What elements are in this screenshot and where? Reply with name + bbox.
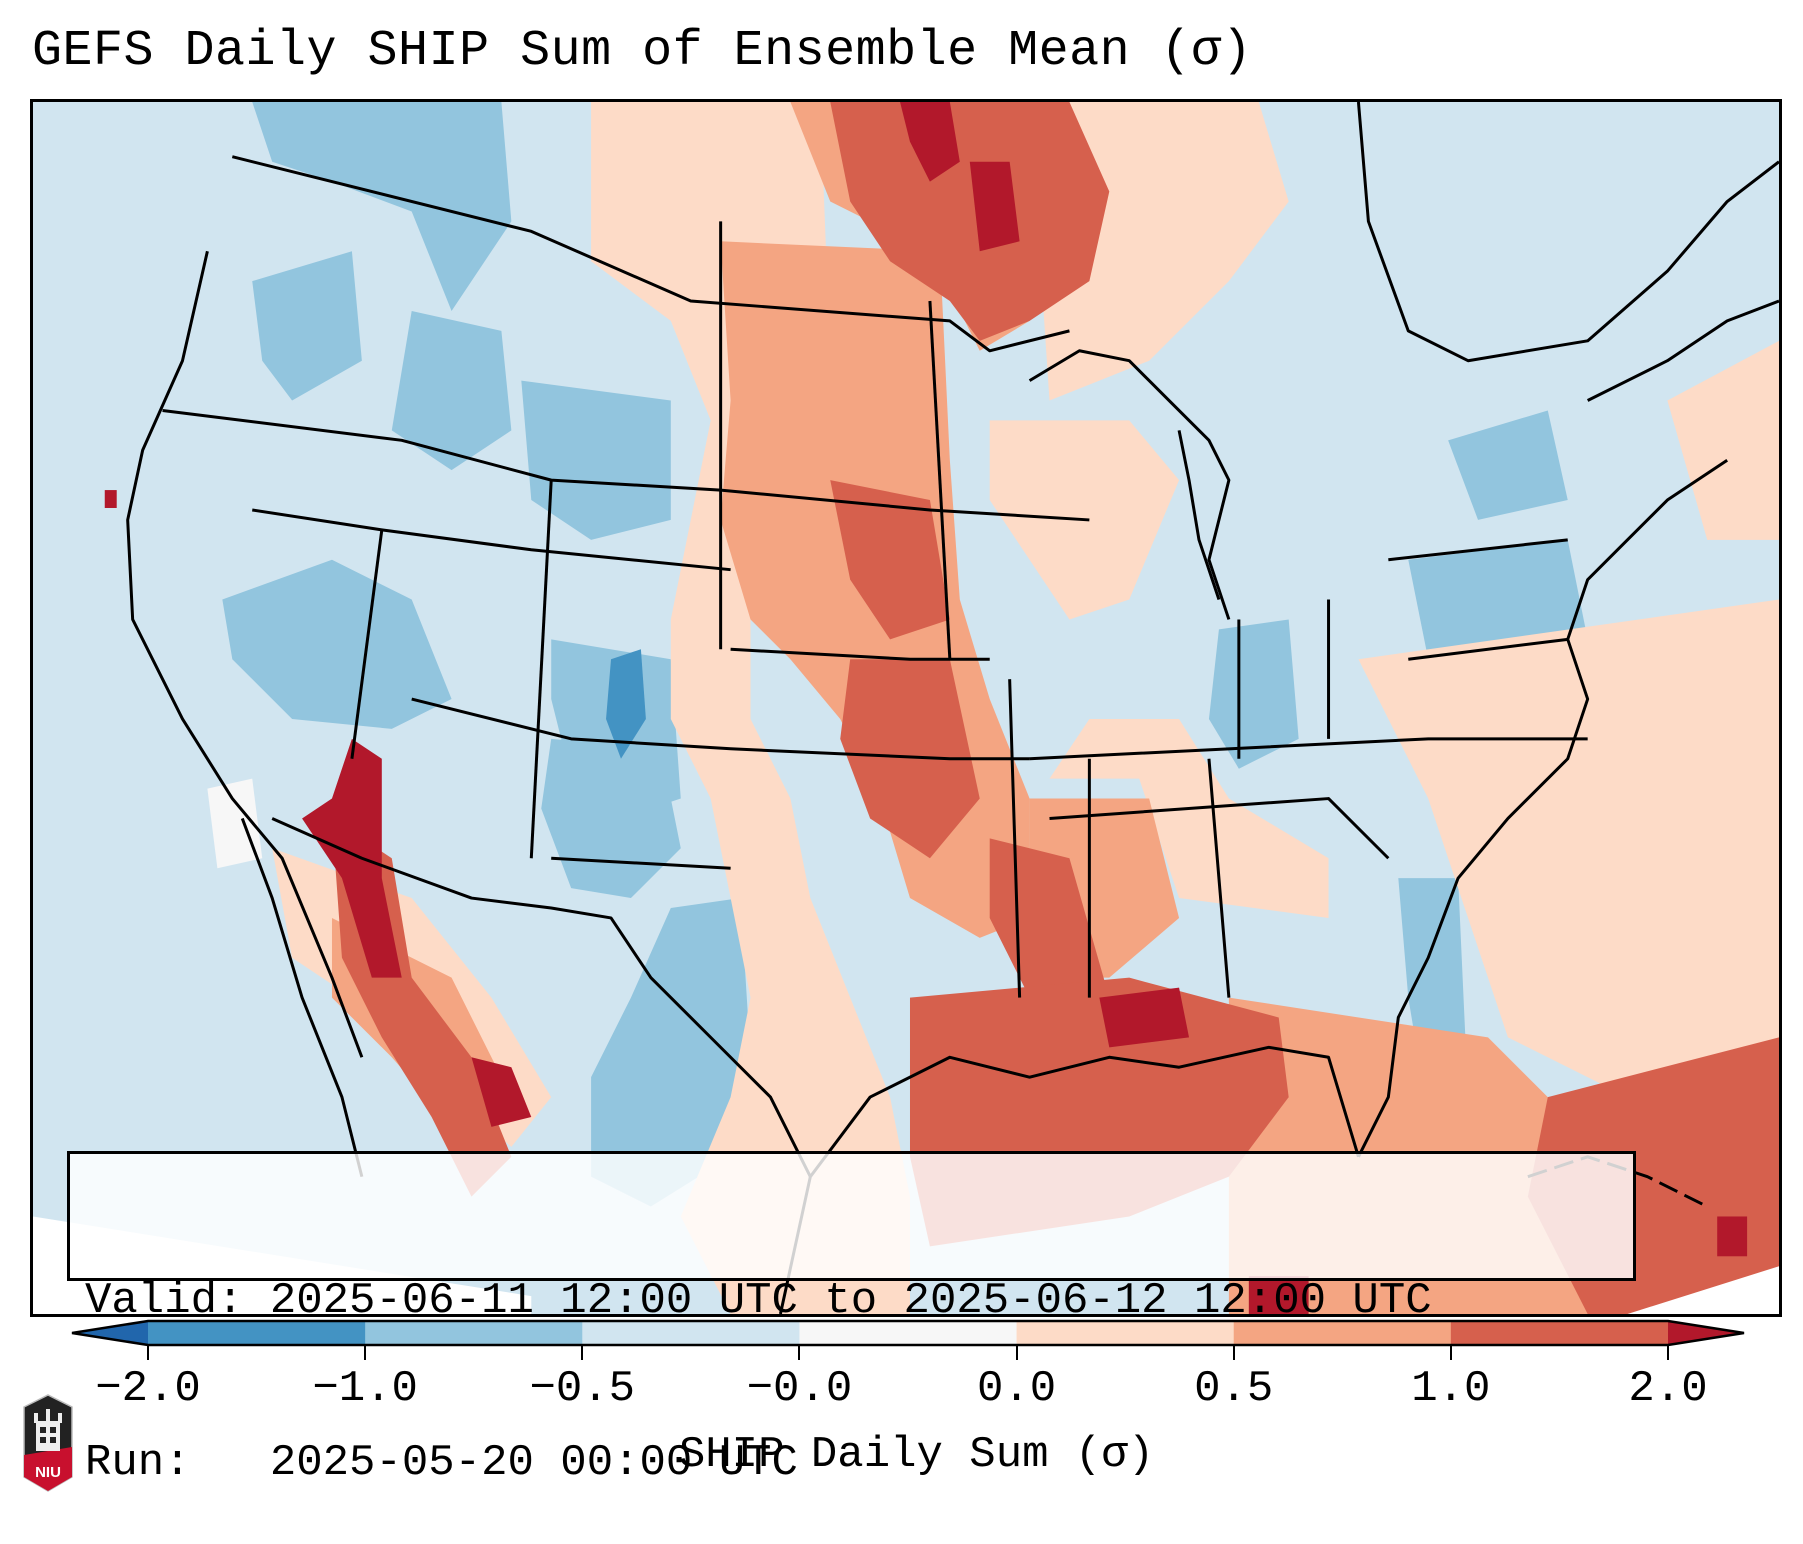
coastline-hudson-quebec [1356,102,1779,363]
colorbar-tick-label: 2.0 [1628,1364,1708,1414]
colorbar-bin [1016,1321,1235,1345]
coastline-baja [240,817,364,1178]
colorbar-tick-label: −0.0 [746,1364,853,1414]
run-label: Run: [85,1438,191,1488]
border-us-mexico [271,817,812,1178]
extreme-positive-regions [104,102,1748,1314]
colorbar-outline [71,1319,1745,1347]
colorbar-bin [799,1321,1018,1345]
validity-info-box: Valid: 2025-06-11 12:00 UTC to 2025-06-1… [67,1151,1636,1488]
colorbar-bin [1450,1321,1669,1345]
region-mn-extreme [969,161,1020,252]
region-oklahoma-strong [840,659,980,859]
border-pennsylvania-south [1408,637,1568,661]
colorbar-label: SHIP Daily Sum (σ) [678,1430,1155,1480]
coastline-atlantic [1357,458,1729,1158]
valid-row: Valid: 2025-06-11 12:00 UTC to 2025-06-1… [85,1274,1618,1328]
colorbar-tick-mark [798,1346,801,1360]
colorbar-tick-label: 1.0 [1411,1364,1491,1414]
colorbar-tick-mark [1015,1346,1018,1360]
region-socal-offshore-neutral [207,778,263,869]
coastline-st-lawrence [1586,299,1779,402]
colorbar-tick-mark [1449,1346,1452,1360]
colorbar-bin [365,1321,583,1345]
region-yucatan-extreme [1248,1276,1309,1314]
colorbar-tick-label: −1.0 [312,1364,418,1414]
map-panel [30,99,1782,1317]
colorbar-tick-label: −0.5 [529,1364,636,1414]
niu-logo-text: NIU [35,1464,61,1481]
region-nevada-utah-blue [222,559,452,729]
colorbar-extend-under [72,1321,148,1345]
region-atlantic-light [1358,599,1779,1098]
run-row: Run: 2025-05-20 00:00 UTC [85,1436,1618,1490]
political-boundaries [126,102,1779,1314]
border-pennsylvania-north [1388,538,1568,562]
border-georgia-north [1049,797,1390,860]
colorbar-tick-mark [364,1346,367,1360]
region-wyoming-blue [521,380,671,540]
border-alabama-georgia [1207,758,1231,998]
region-newengland-light [1667,340,1779,540]
coastline-great-lakes [1028,349,1231,620]
region-mexico-blue [591,898,751,1207]
colorbar-tick-label: 0.0 [976,1364,1057,1414]
colorbar-tick-mark [1667,1346,1669,1360]
map-field [33,102,1779,1314]
border-kansas-north [730,647,990,661]
colorbar [71,1319,1745,1347]
region-idaho-montana-blue [252,102,512,311]
colorbar-tick-label: −2.0 [95,1364,201,1414]
niu-logo: NIU [20,1393,76,1493]
border-nevada-east [350,529,384,759]
colorbar-svg [71,1319,1745,1347]
colorbar-tick-mark [1232,1346,1235,1360]
region-minnesota-strong [830,102,1110,341]
niu-logo-icon: NIU [23,1394,73,1492]
region-nd-extreme [900,102,960,182]
colorbar-bin [582,1321,800,1345]
border-states-row-3 [411,697,1030,761]
coastline-pacific [126,250,364,1058]
colorbar-bin [148,1321,366,1345]
coastline-lake-michigan [1177,430,1221,601]
colorbar-tick-mark [147,1346,149,1360]
border-mississippi-river [1008,679,1022,998]
border-us-canada-west [231,155,1070,353]
run-time: 2025-05-20 00:00 UTC [269,1438,798,1488]
colorbar-bin [1233,1321,1452,1345]
region-colorado-river-extreme [302,738,402,978]
region-pennsylvania-blue [1408,539,1588,660]
border-utah-east [529,480,553,859]
border-nm-south [551,856,731,870]
region-indiana-blue [1208,619,1299,769]
valid-label: Valid: [85,1276,244,1326]
region-nebraska-strong [830,480,950,640]
border-tennessee-north [1029,737,1588,761]
colorbar-tick-mark [581,1346,584,1360]
valid-time-range: 2025-06-11 12:00 UTC to 2025-06-12 12:00… [269,1276,1432,1326]
border-states-row-2 [252,508,731,572]
border-states-row-1 [162,408,1090,522]
border-minnesota-west [928,300,952,660]
colorbar-extend-over [1668,1321,1744,1345]
region-washington-blue [252,251,362,401]
chart-title: GEFS Daily SHIP Sum of Ensemble Mean (σ) [32,23,1253,80]
region-haiti-extreme [1717,1216,1748,1257]
region-colorado-core [606,649,646,759]
region-newyork-blue [1448,410,1568,520]
region-california-coast-extreme [104,490,117,508]
region-sinaloa-extreme [471,1057,532,1127]
coastline-gulf [778,1045,1360,1314]
region-southeast-light [1049,718,1329,918]
colorbar-tick-label: 0.5 [1194,1364,1274,1414]
region-idaho-blue [391,310,512,471]
region-gulf-extreme [1099,987,1190,1048]
